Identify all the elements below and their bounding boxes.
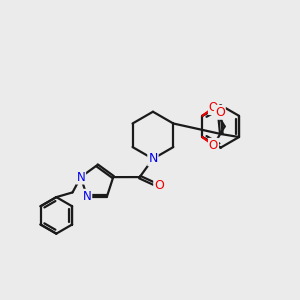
Text: N: N [148,152,158,165]
Text: N: N [76,171,85,184]
Text: O: O [209,139,218,152]
Text: O: O [209,101,218,114]
Text: O: O [154,178,164,191]
Text: O: O [215,106,225,119]
Text: N: N [82,190,91,203]
